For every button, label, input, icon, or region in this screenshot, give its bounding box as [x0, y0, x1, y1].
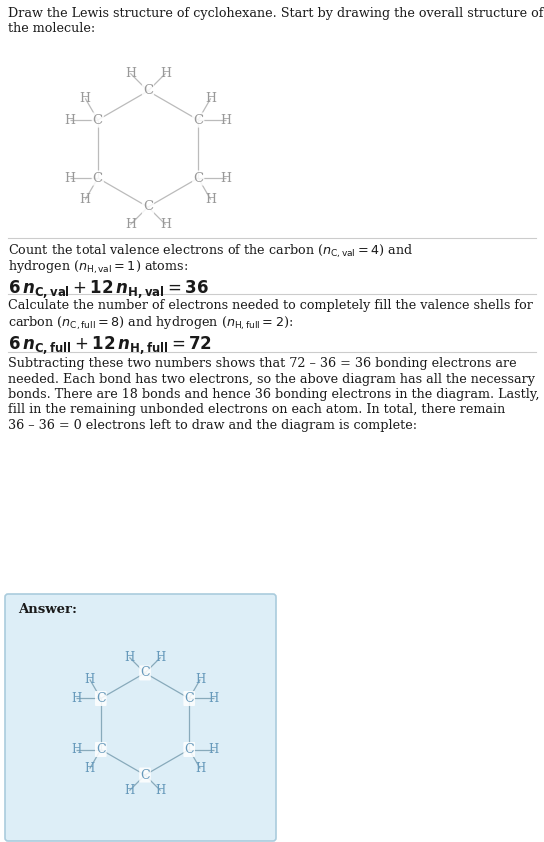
Text: C: C	[143, 84, 153, 98]
Text: H: H	[205, 92, 216, 105]
Text: 36 – 36 = 0 electrons left to draw and the diagram is complete:: 36 – 36 = 0 electrons left to draw and t…	[8, 419, 417, 432]
Text: H: H	[64, 172, 75, 184]
Text: C: C	[96, 743, 106, 756]
Text: H: H	[209, 692, 219, 705]
Text: H: H	[205, 193, 216, 206]
Text: H: H	[160, 218, 171, 232]
Text: Calculate the number of electrons needed to completely fill the valence shells f: Calculate the number of electrons needed…	[8, 299, 533, 312]
Text: $\mathbf{6}\,\boldsymbol{n}_\mathbf{C,val} + \mathbf{12}\,\boldsymbol{n}_\mathbf: $\mathbf{6}\,\boldsymbol{n}_\mathbf{C,va…	[8, 278, 209, 300]
Text: C: C	[184, 743, 194, 756]
Text: H: H	[156, 784, 166, 797]
Text: carbon ($n_\mathrm{C,full} = 8$) and hydrogen ($n_\mathrm{H,full} = 2$):: carbon ($n_\mathrm{C,full} = 8$) and hyd…	[8, 315, 293, 333]
Text: C: C	[184, 692, 194, 705]
Text: H: H	[125, 784, 134, 797]
Text: H: H	[80, 92, 91, 105]
Text: needed. Each bond has two electrons, so the above diagram has all the necessary: needed. Each bond has two electrons, so …	[8, 372, 535, 386]
Text: Draw the Lewis structure of cyclohexane. Start by drawing the overall structure : Draw the Lewis structure of cyclohexane.…	[8, 7, 543, 20]
Text: H: H	[64, 114, 75, 126]
Text: H: H	[156, 651, 166, 663]
Text: H: H	[80, 193, 91, 206]
Text: H: H	[125, 651, 134, 663]
Text: H: H	[85, 762, 95, 775]
Text: H: H	[160, 67, 171, 80]
Text: H: H	[71, 743, 81, 756]
Text: Answer:: Answer:	[18, 603, 77, 616]
Text: C: C	[96, 692, 106, 705]
Text: Subtracting these two numbers shows that 72 – 36 = 36 bonding electrons are: Subtracting these two numbers shows that…	[8, 357, 517, 370]
Text: bonds. There are 18 bonds and hence 36 bonding electrons in the diagram. Lastly,: bonds. There are 18 bonds and hence 36 b…	[8, 388, 540, 401]
Text: H: H	[85, 673, 95, 686]
Text: C: C	[92, 114, 103, 126]
Text: Count the total valence electrons of the carbon ($n_\mathrm{C,val} = 4$) and: Count the total valence electrons of the…	[8, 243, 413, 260]
Text: C: C	[193, 172, 203, 184]
Text: fill in the remaining unbonded electrons on each atom. In total, there remain: fill in the remaining unbonded electrons…	[8, 403, 505, 417]
Text: H: H	[125, 218, 136, 232]
Text: H: H	[71, 692, 81, 705]
Text: C: C	[140, 667, 150, 679]
Text: H: H	[195, 673, 205, 686]
Text: C: C	[140, 769, 150, 781]
Text: the molecule:: the molecule:	[8, 22, 95, 35]
Text: H: H	[221, 114, 232, 126]
Text: H: H	[195, 762, 205, 775]
Text: H: H	[125, 67, 136, 80]
Text: C: C	[143, 200, 153, 214]
Text: C: C	[92, 172, 103, 184]
Text: H: H	[221, 172, 232, 184]
Text: C: C	[193, 114, 203, 126]
Text: hydrogen ($n_\mathrm{H,val} = 1$) atoms:: hydrogen ($n_\mathrm{H,val} = 1$) atoms:	[8, 259, 188, 276]
Text: $\mathbf{6}\,\boldsymbol{n}_\mathbf{C,full} + \mathbf{12}\,\boldsymbol{n}_\mathb: $\mathbf{6}\,\boldsymbol{n}_\mathbf{C,fu…	[8, 334, 212, 356]
FancyBboxPatch shape	[5, 594, 276, 841]
Text: H: H	[209, 743, 219, 756]
